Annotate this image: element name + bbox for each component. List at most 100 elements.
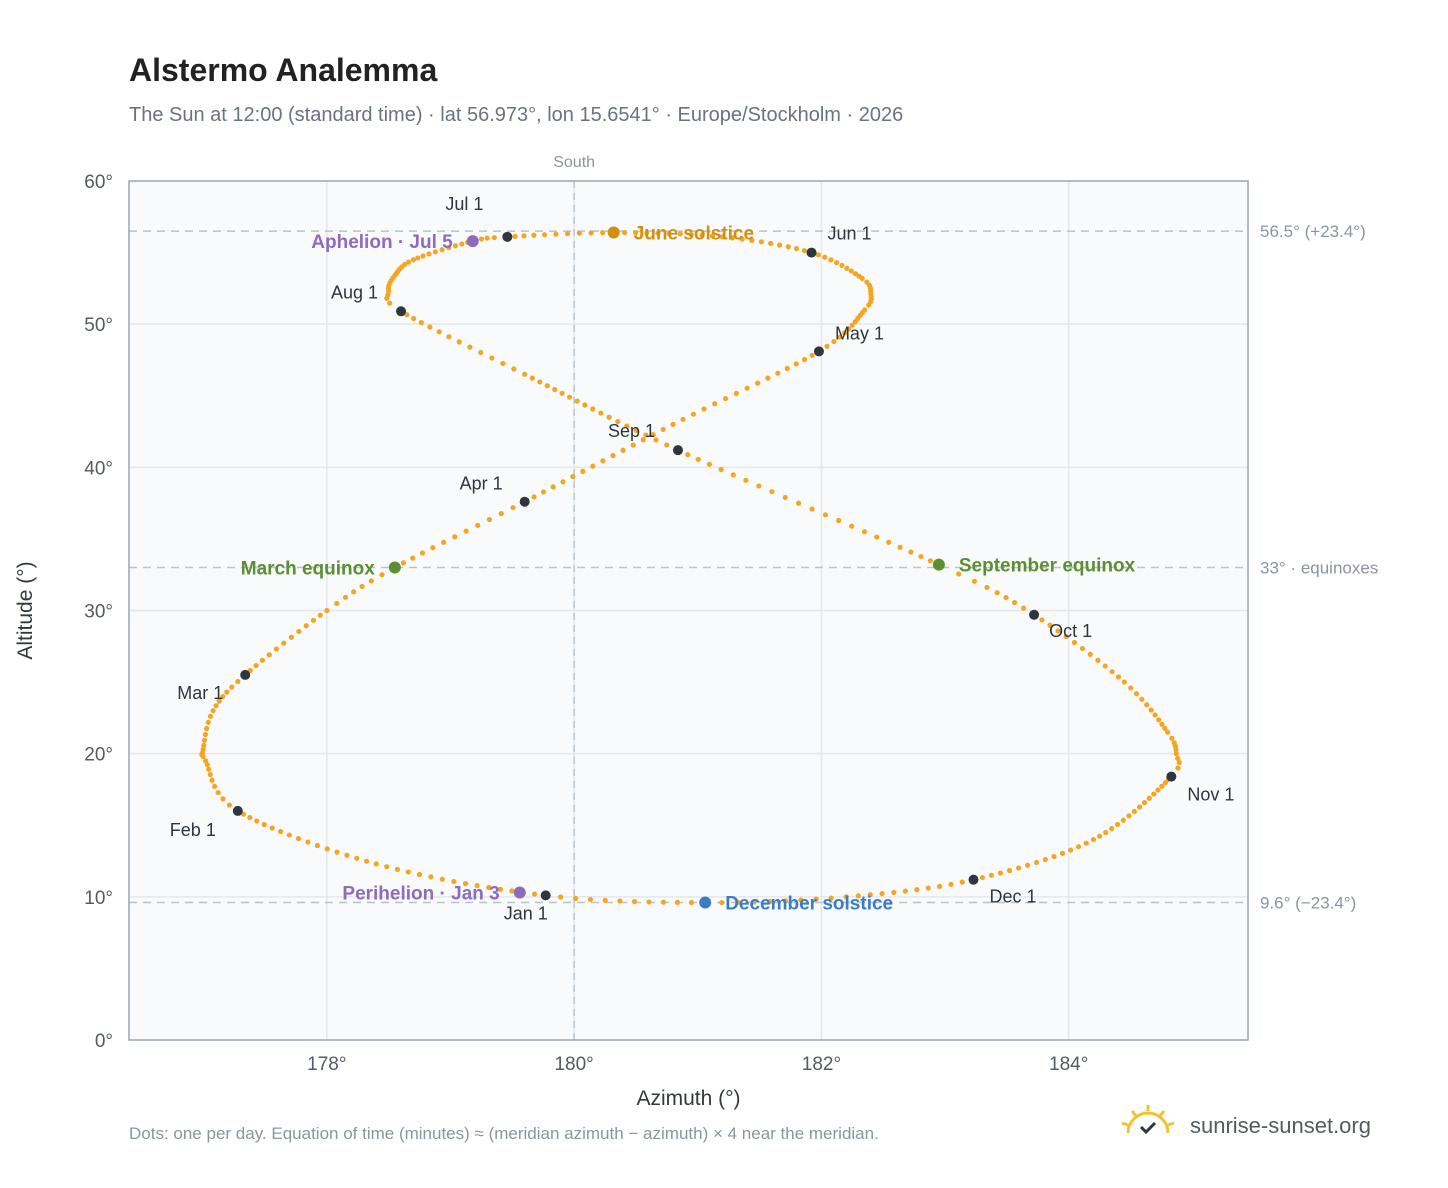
daily-sun-dot [828,257,834,263]
daily-sun-dot [1020,605,1027,611]
event-label: June solstice [634,224,754,245]
daily-sun-dot [1175,765,1181,771]
daily-sun-dot [719,899,725,906]
daily-sun-dot [537,379,543,385]
daily-sun-dot [570,474,576,480]
daily-sun-dot [511,366,517,372]
brand-logo[interactable]: sunrise-sunset.org [1120,1103,1390,1147]
daily-sun-dot [405,869,411,875]
daily-sun-dot [1079,645,1086,652]
daily-sun-dot [1039,617,1045,623]
daily-sun-dot [1075,844,1082,850]
daily-sun-dot [204,725,210,732]
y-tick-label: 30° [84,602,113,623]
daily-sun-dot [416,871,423,878]
daily-sun-dot [1006,867,1013,874]
daily-sun-dot [427,324,433,330]
daily-sun-dot [822,254,828,260]
daily-sun-dot [660,899,666,905]
daily-sun-dot [303,623,309,629]
daily-sun-dot [580,468,586,474]
y-tick-label: 10° [84,888,113,909]
month-label: Jan 1 [504,903,548,923]
daily-sun-dot [653,437,659,443]
reference-line-label: 9.6° (−23.4°) [1260,894,1356,913]
daily-sun-dot [254,818,260,824]
daily-sun-dot [864,279,870,285]
daily-sun-dot [1176,759,1182,766]
daily-sun-dot [688,899,695,906]
daily-sun-dot [1148,707,1154,713]
daily-sun-dot [529,375,535,381]
daily-sun-dot [751,899,757,905]
daily-sun-dot [1033,859,1040,866]
daily-sun-dot [631,898,638,905]
daily-sun-dot [855,893,861,899]
daily-sun-dot [690,411,696,417]
daily-sun-dot [1156,717,1162,723]
daily-sun-dot [500,360,506,367]
daily-sun-dot [718,466,724,473]
daily-sun-dot [1114,821,1121,828]
daily-sun-dot [600,458,606,464]
daily-sun-dot [486,516,493,523]
reference-line-label: 56.5° (+23.4°) [1260,222,1366,241]
daily-sun-dot [558,894,564,900]
daily-sun-dot [206,766,212,772]
daily-sun-dot [848,268,854,274]
daily-sun-dot [1016,865,1022,871]
daily-sun-dot [379,572,385,578]
month-marker [672,445,683,456]
event-marker [513,886,526,899]
daily-sun-dot [247,814,253,821]
daily-sun-dot [801,247,807,254]
daily-sun-dot [891,889,897,895]
daily-sun-dot [729,235,735,241]
daily-sun-dot [744,385,750,391]
daily-sun-dot [1090,836,1097,843]
daily-sun-dot [793,246,800,252]
daily-sun-dot [207,713,213,719]
daily-sun-dot [1175,755,1181,761]
daily-sun-dot [914,887,920,893]
footnote: Dots: one per day. Equation of time (min… [129,1124,879,1143]
daily-sun-dot [446,245,452,251]
daily-sun-dot [253,662,259,669]
daily-sun-dot [828,895,834,901]
daily-sun-dot [542,232,548,238]
daily-sun-dot [354,855,360,861]
daily-sun-dot [512,233,518,239]
daily-sun-dot [200,746,206,752]
daily-sun-dot [201,737,208,743]
daily-sun-dot [446,334,452,340]
daily-sun-dot [831,338,837,345]
daily-sun-dot [588,230,594,236]
daily-sun-dot [756,483,762,489]
daily-sun-dot [384,295,390,301]
daily-sun-dot [1096,833,1103,839]
daily-sun-dot [387,300,393,306]
daily-sun-dot [590,463,596,469]
daily-sun-dot [394,866,401,872]
daily-sun-dot [743,477,749,483]
daily-sun-dot [765,375,771,381]
daily-sun-dot [997,870,1004,876]
daily-sun-dot [220,796,226,802]
daily-sun-dot [798,897,804,903]
daily-sun-dot [660,426,666,433]
daily-sun-dot [462,880,469,887]
daily-sun-dot [572,895,579,901]
daily-sun-dot [1139,696,1145,702]
daily-sun-dot [1159,721,1165,727]
daily-sun-dot [426,251,432,257]
daily-sun-dot [560,479,566,485]
daily-sun-dot [849,322,855,328]
daily-sun-dot [521,233,527,239]
daily-sun-dot [644,230,650,236]
daily-sun-dot [813,896,819,902]
daily-sun-dot [235,678,241,685]
daily-sun-dot [793,361,799,367]
daily-sun-dot [640,437,646,443]
daily-sun-dot [334,849,340,855]
